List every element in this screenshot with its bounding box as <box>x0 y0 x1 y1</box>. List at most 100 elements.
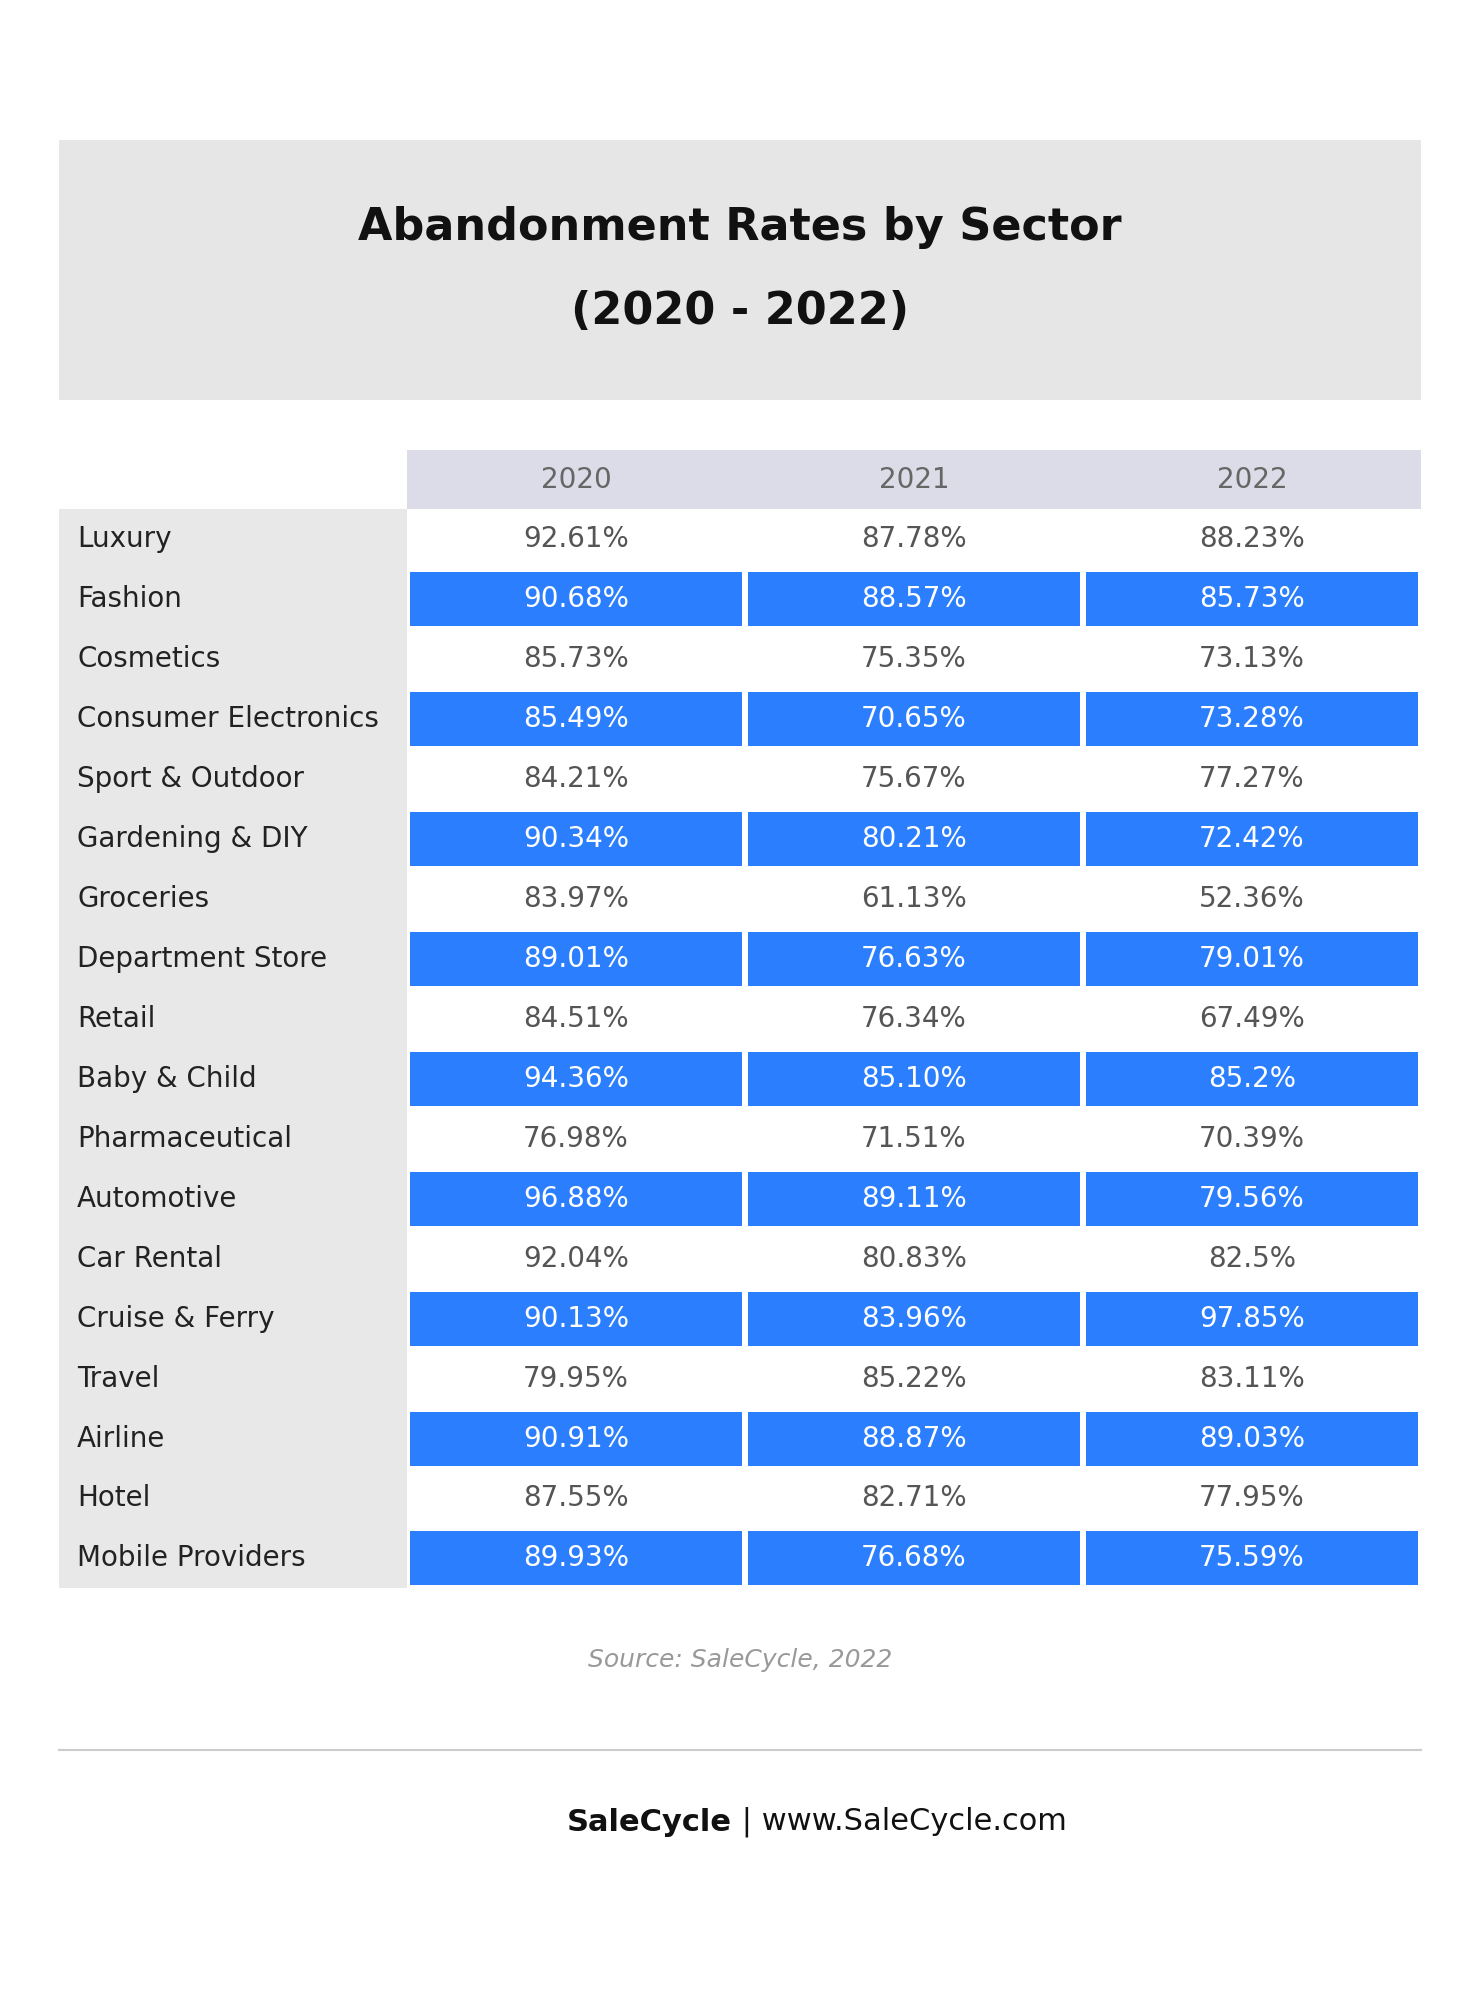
Text: Gardening & DIY: Gardening & DIY <box>77 825 308 853</box>
Text: 75.59%: 75.59% <box>1199 1544 1305 1572</box>
Bar <box>59 1109 407 1169</box>
Text: 89.03%: 89.03% <box>1199 1425 1305 1453</box>
Bar <box>747 1053 1080 1105</box>
Text: 96.88%: 96.88% <box>522 1185 629 1213</box>
Bar <box>747 813 1080 865</box>
Text: Department Store: Department Store <box>77 945 327 973</box>
Text: 90.13%: 90.13% <box>522 1305 629 1333</box>
Text: 94.36%: 94.36% <box>522 1065 629 1093</box>
Text: 71.51%: 71.51% <box>861 1125 966 1153</box>
Text: Retail: Retail <box>77 1005 155 1033</box>
Bar <box>59 1169 407 1229</box>
Bar <box>59 809 407 869</box>
Text: Baby & Child: Baby & Child <box>77 1065 258 1093</box>
Text: 76.63%: 76.63% <box>861 945 966 973</box>
Bar <box>1086 933 1418 985</box>
Text: 70.65%: 70.65% <box>861 705 966 733</box>
Text: Pharmaceutical: Pharmaceutical <box>77 1125 292 1153</box>
Bar <box>59 1229 407 1289</box>
Bar <box>59 749 407 809</box>
Bar <box>59 989 407 1049</box>
Text: Airline: Airline <box>77 1425 166 1453</box>
Text: 79.01%: 79.01% <box>1199 945 1305 973</box>
Text: 76.98%: 76.98% <box>522 1125 629 1153</box>
Text: 85.2%: 85.2% <box>1208 1065 1296 1093</box>
Bar <box>747 1293 1080 1345</box>
Bar <box>747 693 1080 745</box>
Text: Mobile Providers: Mobile Providers <box>77 1544 306 1572</box>
Text: 73.28%: 73.28% <box>1199 705 1305 733</box>
Text: Car Rental: Car Rental <box>77 1245 222 1273</box>
Bar <box>59 1528 407 1588</box>
Bar <box>410 1532 741 1584</box>
Text: 85.49%: 85.49% <box>522 705 629 733</box>
Bar <box>59 869 407 929</box>
Text: 90.68%: 90.68% <box>522 585 629 613</box>
Text: 2020: 2020 <box>540 466 611 494</box>
Bar <box>1086 813 1418 865</box>
Bar <box>410 1413 741 1465</box>
Text: 83.96%: 83.96% <box>861 1305 966 1333</box>
Text: Consumer Electronics: Consumer Electronics <box>77 705 379 733</box>
Bar <box>59 1469 407 1528</box>
Text: 85.73%: 85.73% <box>1199 585 1305 613</box>
Bar <box>1086 1532 1418 1584</box>
Text: Travel: Travel <box>77 1365 160 1393</box>
Text: Fashion: Fashion <box>77 585 182 613</box>
Text: Automotive: Automotive <box>77 1185 238 1213</box>
Text: 75.67%: 75.67% <box>861 765 966 793</box>
Text: Cruise & Ferry: Cruise & Ferry <box>77 1305 275 1333</box>
Bar <box>59 689 407 749</box>
Text: 92.04%: 92.04% <box>522 1245 629 1273</box>
Bar <box>59 629 407 689</box>
Text: Source: SaleCycle, 2022: Source: SaleCycle, 2022 <box>588 1648 892 1672</box>
Text: Luxury: Luxury <box>77 525 172 553</box>
Text: 82.71%: 82.71% <box>861 1485 966 1512</box>
Text: SaleCycle: SaleCycle <box>567 1808 733 1836</box>
Bar <box>1086 573 1418 625</box>
Bar <box>59 1349 407 1409</box>
Text: 72.42%: 72.42% <box>1199 825 1305 853</box>
Text: Cosmetics: Cosmetics <box>77 645 221 673</box>
Text: 88.87%: 88.87% <box>861 1425 966 1453</box>
Bar <box>1086 1173 1418 1225</box>
Text: 2021: 2021 <box>879 466 949 494</box>
Bar <box>410 933 741 985</box>
Text: 76.34%: 76.34% <box>861 1005 966 1033</box>
Bar <box>1086 1293 1418 1345</box>
Text: 76.68%: 76.68% <box>861 1544 966 1572</box>
Text: 80.83%: 80.83% <box>861 1245 966 1273</box>
Text: 77.27%: 77.27% <box>1199 765 1305 793</box>
Text: 88.57%: 88.57% <box>861 585 966 613</box>
Bar <box>747 1413 1080 1465</box>
Text: 70.39%: 70.39% <box>1199 1125 1305 1153</box>
Text: 79.56%: 79.56% <box>1199 1185 1305 1213</box>
Text: 52.36%: 52.36% <box>1199 885 1305 913</box>
Text: 82.5%: 82.5% <box>1208 1245 1296 1273</box>
Bar <box>747 933 1080 985</box>
Bar <box>410 813 741 865</box>
Text: 67.49%: 67.49% <box>1199 1005 1305 1033</box>
Bar <box>59 1049 407 1109</box>
Text: 83.11%: 83.11% <box>1199 1365 1305 1393</box>
Text: Hotel: Hotel <box>77 1485 151 1512</box>
Text: Sport & Outdoor: Sport & Outdoor <box>77 765 305 793</box>
Bar <box>59 569 407 629</box>
Text: 85.22%: 85.22% <box>861 1365 966 1393</box>
Text: 89.93%: 89.93% <box>522 1544 629 1572</box>
Text: 97.85%: 97.85% <box>1199 1305 1305 1333</box>
Text: 75.35%: 75.35% <box>861 645 966 673</box>
Text: 84.51%: 84.51% <box>522 1005 629 1033</box>
Text: 85.10%: 85.10% <box>861 1065 966 1093</box>
Bar <box>410 693 741 745</box>
Text: Groceries: Groceries <box>77 885 209 913</box>
Text: | www.SaleCycle.com: | www.SaleCycle.com <box>733 1806 1067 1838</box>
Text: (2020 - 2022): (2020 - 2022) <box>571 290 909 334</box>
Text: 88.23%: 88.23% <box>1199 525 1305 553</box>
Text: 92.61%: 92.61% <box>522 525 629 553</box>
Text: 61.13%: 61.13% <box>861 885 966 913</box>
Text: 80.21%: 80.21% <box>861 825 966 853</box>
Bar <box>1086 1413 1418 1465</box>
Bar <box>59 1289 407 1349</box>
Text: 90.34%: 90.34% <box>522 825 629 853</box>
